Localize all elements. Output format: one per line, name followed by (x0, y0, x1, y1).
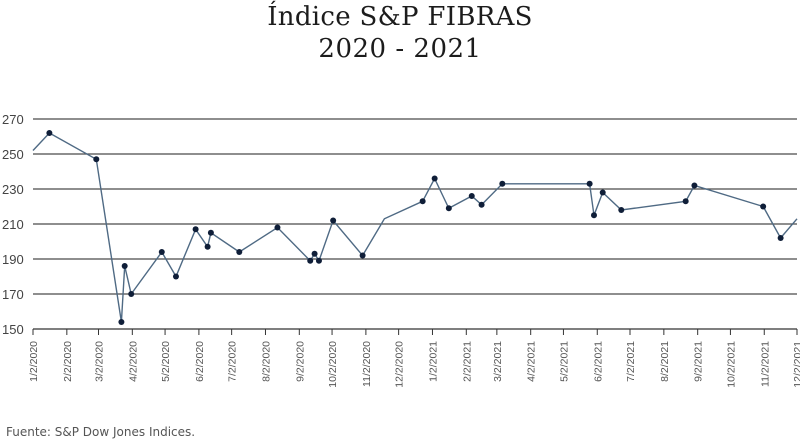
series-markers (46, 130, 784, 325)
data-point (431, 175, 438, 182)
x-tick-label: 4/2/2021 (526, 341, 538, 382)
x-tick-label: 2/2/2021 (461, 341, 473, 382)
y-tick-label: 170 (2, 287, 24, 302)
data-point (691, 182, 698, 189)
data-point (468, 193, 475, 199)
data-point (445, 205, 452, 212)
x-tick-label: 9/2/2021 (693, 341, 705, 382)
data-point (158, 249, 165, 255)
chart-title-line1: Índice S&P FIBRAS (267, 2, 533, 32)
y-axis-tick-labels: 150 170 190 210 230 250 270 (2, 112, 24, 337)
data-point (419, 198, 426, 205)
x-tick-label: 5/2/2020 (160, 341, 172, 382)
data-point (204, 243, 211, 250)
x-tick-label: 12/2/2020 (394, 341, 406, 388)
y-tick-label: 190 (2, 252, 24, 267)
x-tick-label: 1/2/2020 (28, 341, 40, 382)
data-point (93, 156, 100, 163)
x-tick-label: 12/2/2021 (792, 341, 800, 388)
data-point (760, 203, 767, 210)
x-tick-label: 10/2/2020 (327, 341, 339, 388)
data-point (46, 130, 53, 136)
data-point (172, 273, 179, 280)
chart-title-line2: 2020 - 2021 (318, 34, 482, 64)
gridlines (33, 118, 797, 295)
x-tick-label: 11/2/2021 (759, 341, 771, 387)
x-tick-label: 8/2/2021 (659, 341, 671, 382)
data-point (192, 226, 199, 233)
data-point (499, 180, 506, 187)
y-tick-label: 230 (2, 182, 24, 197)
y-tick-label: 250 (2, 147, 24, 162)
data-point (682, 198, 689, 205)
series-line (32, 132, 798, 323)
source-note: Fuente: S&P Dow Jones Indices. (6, 425, 196, 439)
x-axis (32, 328, 798, 335)
data-point (236, 249, 243, 255)
x-tick-label: 11/2/2020 (361, 341, 373, 387)
data-point (207, 229, 214, 236)
x-tick-label: 8/2/2020 (260, 341, 272, 382)
y-tick-label: 270 (2, 112, 24, 127)
data-point (128, 291, 135, 297)
x-tick-label: 9/2/2020 (294, 341, 306, 382)
data-point (118, 319, 125, 325)
x-tick-label: 3/2/2020 (93, 341, 105, 382)
x-tick-label: 1/2/2021 (427, 341, 439, 382)
data-point (330, 217, 337, 224)
x-tick-label: 6/2/2020 (194, 341, 206, 382)
x-tick-label: 4/2/2020 (127, 341, 139, 382)
x-tick-label: 3/2/2021 (492, 341, 504, 382)
data-point (586, 180, 593, 187)
data-point (307, 257, 314, 264)
data-point (359, 252, 366, 259)
x-tick-label: 5/2/2021 (558, 341, 570, 382)
y-tick-label: 210 (2, 217, 24, 232)
data-point (315, 257, 322, 264)
x-axis-tick-labels: 1/2/2020 2/2/2020 3/2/2020 4/2/2020 5/2/2020… (28, 341, 800, 388)
data-point (590, 212, 597, 219)
y-tick-label: 150 (2, 322, 24, 337)
data-point (599, 189, 606, 196)
x-tick-label: 7/2/2020 (227, 341, 239, 382)
data-point (274, 224, 281, 231)
data-point (478, 201, 485, 208)
data-point (311, 250, 318, 257)
series-index (32, 132, 798, 323)
data-point (618, 207, 625, 213)
x-tick-label: 6/2/2021 (592, 341, 604, 382)
data-point (777, 235, 784, 241)
data-point (121, 263, 128, 269)
x-tick-label: 7/2/2021 (625, 341, 637, 382)
x-tick-label: 2/2/2020 (62, 341, 74, 382)
x-tick-label: 10/2/2021 (725, 341, 737, 388)
